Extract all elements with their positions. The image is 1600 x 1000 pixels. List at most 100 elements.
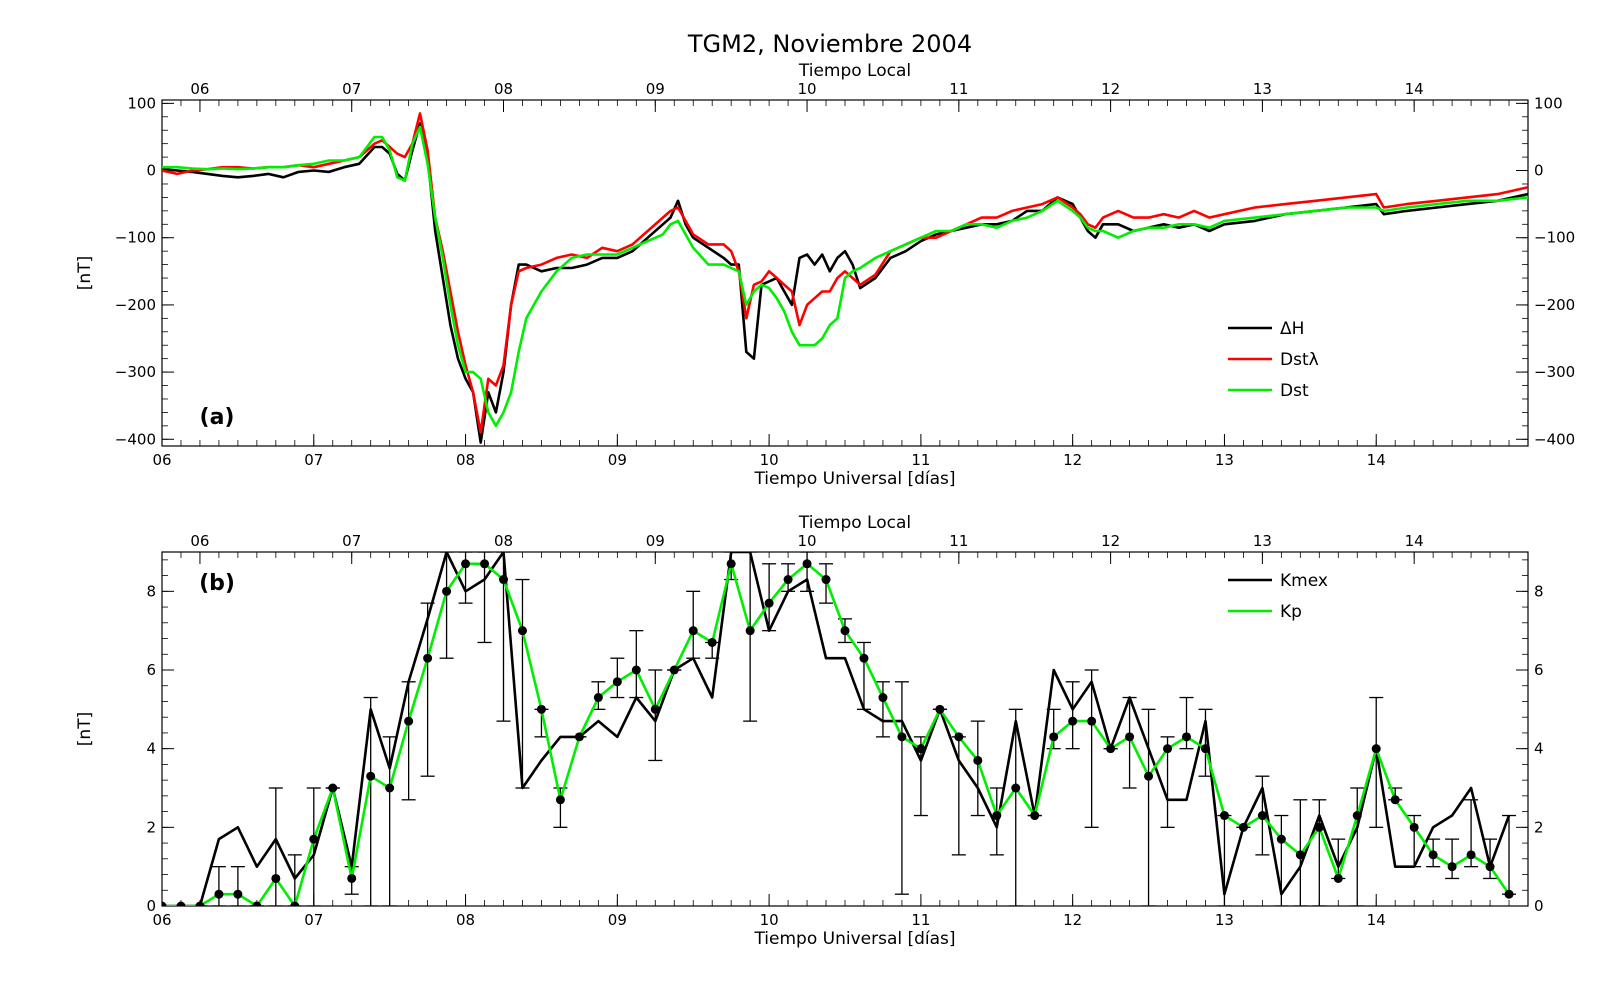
x-tick-label: 13 (1215, 451, 1234, 469)
kp-marker (840, 626, 850, 636)
kp-marker (328, 783, 338, 793)
y2-tick-label: −300 (1534, 363, 1575, 381)
x-axis-label: Tiempo Universal [días] (753, 469, 955, 489)
x2-tick-label: 06 (190, 80, 209, 98)
panel-label: (a) (200, 405, 235, 430)
legend: Kmex Kp (1228, 571, 1328, 622)
kp-marker (1068, 716, 1078, 726)
legend-label: Dst (1280, 381, 1309, 401)
y-tick-label: 0 (146, 162, 156, 180)
series-line-1 (162, 122, 1528, 444)
kp-marker (536, 704, 546, 714)
x-tick-label: 11 (911, 911, 930, 929)
kp-marker (347, 873, 357, 883)
x2-axis-label: Tiempo Local (798, 513, 911, 533)
y-tick-label: 6 (146, 661, 156, 679)
kp-marker (650, 704, 660, 714)
kp-marker (1371, 744, 1381, 754)
kp-marker (1087, 716, 1097, 726)
series-line-1 (162, 552, 1511, 906)
kp-marker (1163, 744, 1173, 754)
kp-marker (366, 771, 376, 781)
x2-tick-label: 07 (342, 532, 361, 550)
plot-frame (161, 551, 1529, 907)
kp-marker (1106, 744, 1116, 754)
kp-marker (176, 901, 186, 906)
kp-marker (1295, 850, 1305, 860)
figure-title: TGM2, Noviembre 2004 (687, 30, 972, 58)
panel-a: 06 07 08 09 10 11 12 13 14 06 07 08 09 10 11 12 13 14 100 1… (75, 61, 1575, 489)
kp-marker (821, 575, 831, 585)
y2-tick-label: 8 (1534, 582, 1544, 600)
y-tick-label: −400 (115, 430, 156, 448)
y-tick-label: −300 (115, 363, 156, 381)
kp-marker (1333, 873, 1343, 883)
legend-label: Kp (1280, 602, 1302, 622)
x-tick-label: 11 (911, 451, 930, 469)
kp-marker (707, 637, 717, 647)
x2-tick-label: 08 (494, 80, 513, 98)
kp-marker (992, 811, 1002, 821)
kp-marker (783, 575, 793, 585)
kp-marker (1182, 732, 1191, 742)
y-ticks (162, 559, 1528, 907)
kp-marker (954, 732, 964, 742)
kp-marker (878, 693, 888, 703)
y2-tick-label: −400 (1534, 430, 1575, 448)
legend-label: ΔH (1280, 319, 1304, 339)
series-line-2 (162, 562, 1511, 906)
kp-marker (897, 732, 907, 742)
y-axis-label: [nT] (75, 256, 95, 290)
kp-marker (935, 704, 945, 714)
x2-tick-label: 10 (798, 532, 817, 550)
kp-marker (593, 693, 603, 703)
x-tick-label: 12 (1063, 451, 1082, 469)
plot-area (162, 552, 1517, 906)
kp-marker (499, 575, 508, 585)
x-tick-label: 08 (456, 451, 475, 469)
x-tick-label: 13 (1215, 911, 1234, 929)
kp-marker (252, 901, 262, 906)
x2-tick-label: 13 (1253, 80, 1272, 98)
x-tick-label: 06 (152, 451, 171, 469)
y-tick-label: −100 (115, 229, 156, 247)
y-tick-label: −200 (115, 296, 156, 314)
kp-marker (1257, 811, 1267, 821)
kp-marker (726, 559, 736, 569)
x2-tick-label: 11 (949, 80, 968, 98)
kp-marker (517, 626, 527, 636)
kp-marker (1276, 834, 1286, 844)
kp-marker (290, 901, 300, 906)
x2-tick-label: 12 (1101, 80, 1120, 98)
y2-tick-label: 4 (1534, 740, 1544, 758)
kp-marker (1504, 889, 1514, 899)
kp-marker (404, 716, 414, 726)
y2-tick-label: 2 (1534, 818, 1544, 836)
kp-marker (1200, 744, 1210, 754)
y-tick-label: 4 (146, 740, 156, 758)
x-tick-label: 09 (608, 451, 627, 469)
kp-marker (1466, 850, 1476, 860)
y-tick-label: 100 (127, 94, 156, 112)
x-tick-label: 07 (304, 451, 323, 469)
x2-tick-label: 09 (646, 532, 665, 550)
panel-b: 06 07 08 09 10 11 12 13 14 06 07 08 09 10 11 12 13 14 0 0 2 2… (75, 513, 1544, 949)
kp-marker (385, 783, 395, 793)
series-line-3 (162, 125, 1528, 428)
y2-tick-label: 100 (1534, 94, 1563, 112)
x2-tick-label: 14 (1405, 532, 1424, 550)
kp-marker (631, 665, 641, 675)
y2-tick-label: 0 (1534, 897, 1544, 915)
x2-tick-label: 09 (646, 80, 665, 98)
kp-marker (669, 665, 679, 675)
kp-marker (480, 559, 490, 569)
kp-marker (555, 795, 565, 805)
x-tick-label: 10 (760, 911, 779, 929)
x-tick-label: 07 (304, 911, 323, 929)
series-line-2 (162, 112, 1528, 434)
x-tick-label: 12 (1063, 911, 1082, 929)
kp-marker (1125, 732, 1135, 742)
x2-tick-label: 08 (494, 532, 513, 550)
kp-marker (859, 653, 869, 663)
